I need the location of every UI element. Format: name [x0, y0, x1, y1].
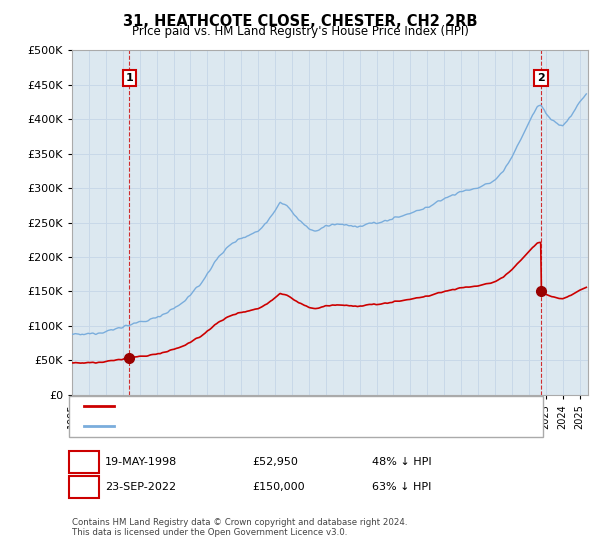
Text: 1: 1 [80, 455, 88, 469]
Text: £52,950: £52,950 [252, 457, 298, 467]
Text: £150,000: £150,000 [252, 482, 305, 492]
Text: 2: 2 [80, 480, 88, 494]
Text: 48% ↓ HPI: 48% ↓ HPI [372, 457, 431, 467]
Text: 23-SEP-2022: 23-SEP-2022 [105, 482, 176, 492]
Text: 2: 2 [537, 73, 545, 83]
Text: Contains HM Land Registry data © Crown copyright and database right 2024.
This d: Contains HM Land Registry data © Crown c… [72, 518, 407, 538]
Text: HPI: Average price, detached house, Cheshire West and Chester: HPI: Average price, detached house, Ches… [120, 422, 455, 431]
Text: 63% ↓ HPI: 63% ↓ HPI [372, 482, 431, 492]
Text: 31, HEATHCOTE CLOSE, CHESTER, CH2 2RB: 31, HEATHCOTE CLOSE, CHESTER, CH2 2RB [123, 14, 477, 29]
Text: 1: 1 [125, 73, 133, 83]
Text: 19-MAY-1998: 19-MAY-1998 [105, 457, 177, 467]
Text: Price paid vs. HM Land Registry's House Price Index (HPI): Price paid vs. HM Land Registry's House … [131, 25, 469, 38]
Text: 31, HEATHCOTE CLOSE, CHESTER, CH2 2RB (detached house): 31, HEATHCOTE CLOSE, CHESTER, CH2 2RB (d… [120, 402, 442, 411]
